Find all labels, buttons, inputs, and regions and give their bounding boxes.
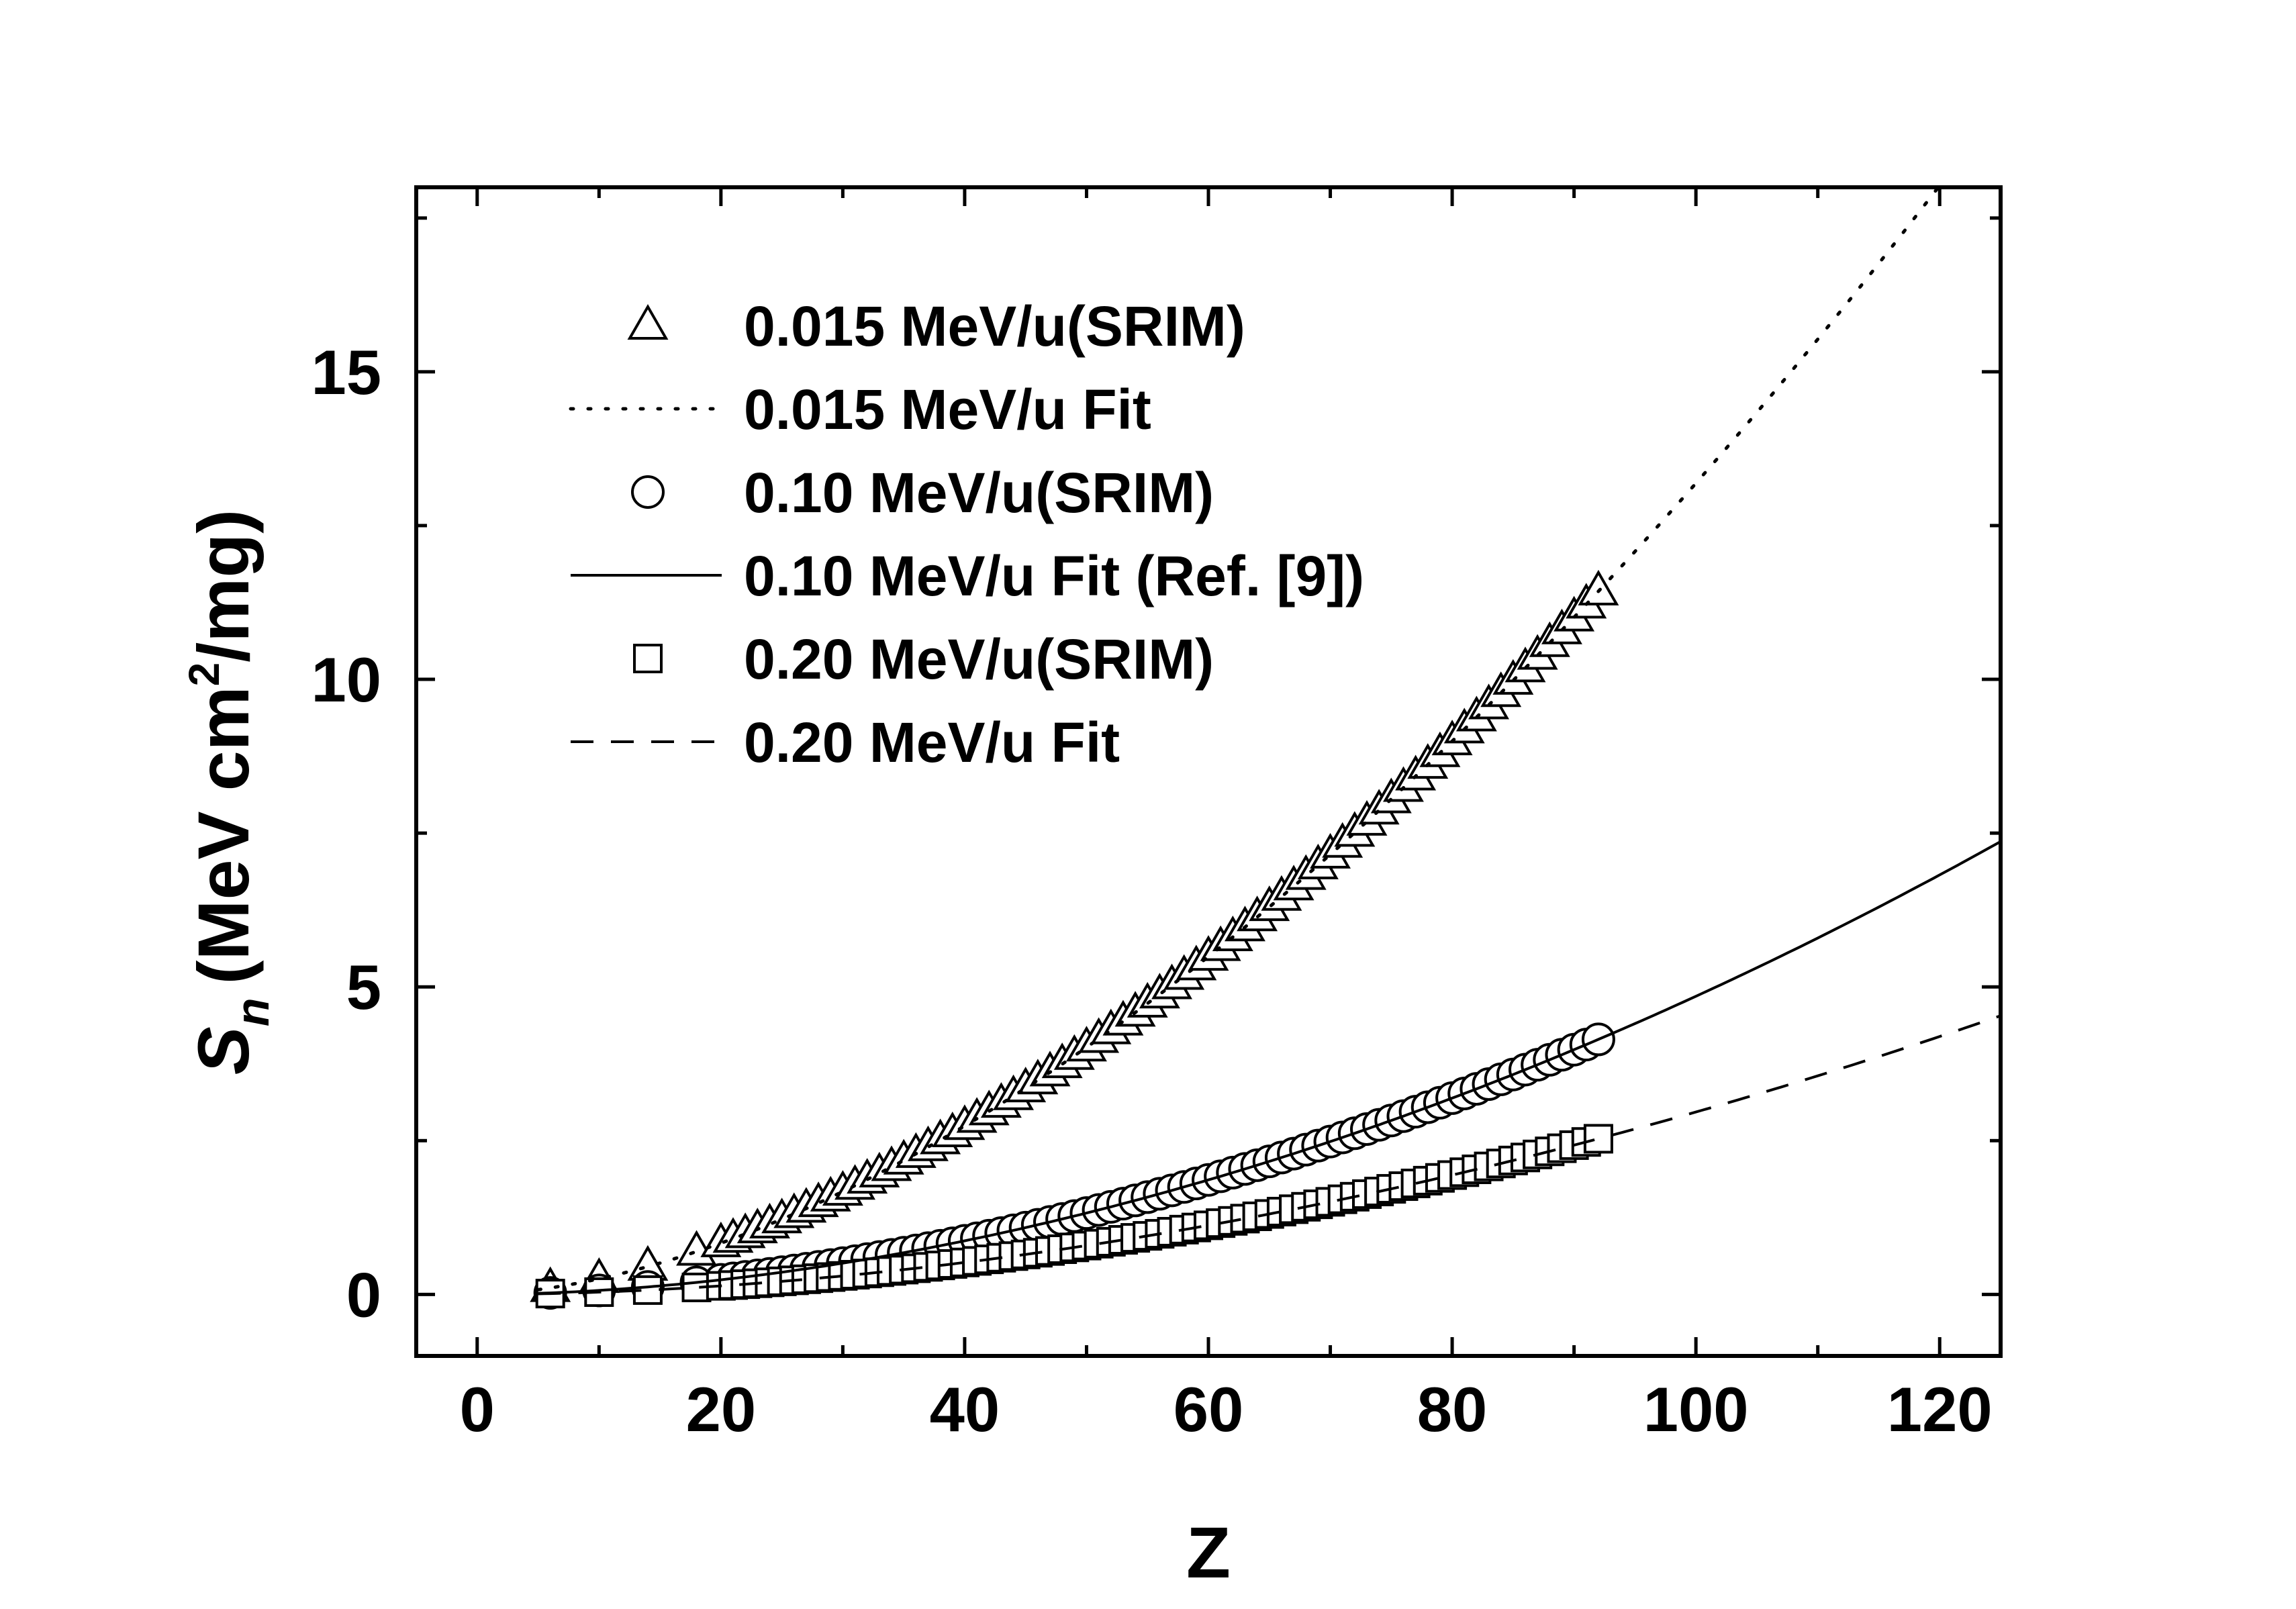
x-tick-label: 40 (930, 1374, 1000, 1445)
y-axis-subscript: n (226, 997, 279, 1026)
plot-frame (414, 185, 2003, 1358)
legend-circle-symbol (631, 475, 665, 509)
y-tick-label: 5 (346, 952, 381, 1022)
plot-area (530, 187, 2001, 1310)
legend-item: 0.015 MeV/u(SRIM) (627, 295, 1245, 358)
y-axis-units-end: /mg) (183, 509, 264, 663)
legend-label: 0.20 MeV/u(SRIM) (744, 628, 1214, 691)
x-axis-label: Z (1186, 1512, 1231, 1593)
y-axis-label: Sn (MeV cm2/mg) (180, 509, 279, 1075)
x-tick-label: 60 (1174, 1374, 1244, 1445)
legend-triangle-symbol (627, 303, 669, 340)
y-tick-label: 0 (346, 1259, 381, 1330)
tick-labels: 0 20 40 60 80 100 120 0 5 10 15 (311, 337, 1992, 1445)
legend-item: 0.015 MeV/u Fit (569, 378, 1151, 441)
legend-label: 0.015 MeV/u(SRIM) (744, 295, 1245, 358)
legend-label: 0.20 MeV/u Fit (744, 711, 1120, 774)
triangle-point (1578, 569, 1619, 605)
legend-label: 0.10 MeV/u(SRIM) (744, 461, 1214, 524)
x-tick-label: 0 (460, 1374, 495, 1445)
square-point (1583, 1124, 1613, 1154)
legend-item: 0.20 MeV/u Fit (571, 711, 1120, 774)
legend-item: 0.20 MeV/u(SRIM) (633, 628, 1214, 691)
x-tick-label: 100 (1643, 1374, 1749, 1445)
legend: 0.015 MeV/u(SRIM) 0.015 MeV/u Fit 0.10 MeV… (569, 295, 1364, 774)
x-tick-label: 120 (1887, 1374, 1993, 1445)
y-axis-units: (MeV cm (183, 686, 264, 984)
fit-line-solid (538, 840, 2001, 1295)
legend-label: 0.015 MeV/u Fit (744, 378, 1151, 441)
y-tick-label: 10 (311, 644, 381, 715)
legend-item: 0.10 MeV/u(SRIM) (631, 461, 1214, 524)
fit-line-dotted (536, 187, 1941, 1291)
y-tick-label: 15 (311, 337, 381, 407)
legend-square-symbol (633, 644, 663, 673)
x-tick-label: 20 (686, 1374, 757, 1445)
legend-label: 0.10 MeV/u Fit (Ref. [9]) (744, 544, 1364, 607)
x-tick-label: 80 (1417, 1374, 1488, 1445)
series-triangle-markers (530, 569, 1619, 1302)
fit-line-dashed (538, 1014, 2001, 1296)
y-axis-symbol: S (183, 1026, 264, 1075)
y-axis-superscript: 2 (180, 663, 228, 687)
legend-item: 0.10 MeV/u Fit (Ref. [9]) (571, 544, 1364, 607)
